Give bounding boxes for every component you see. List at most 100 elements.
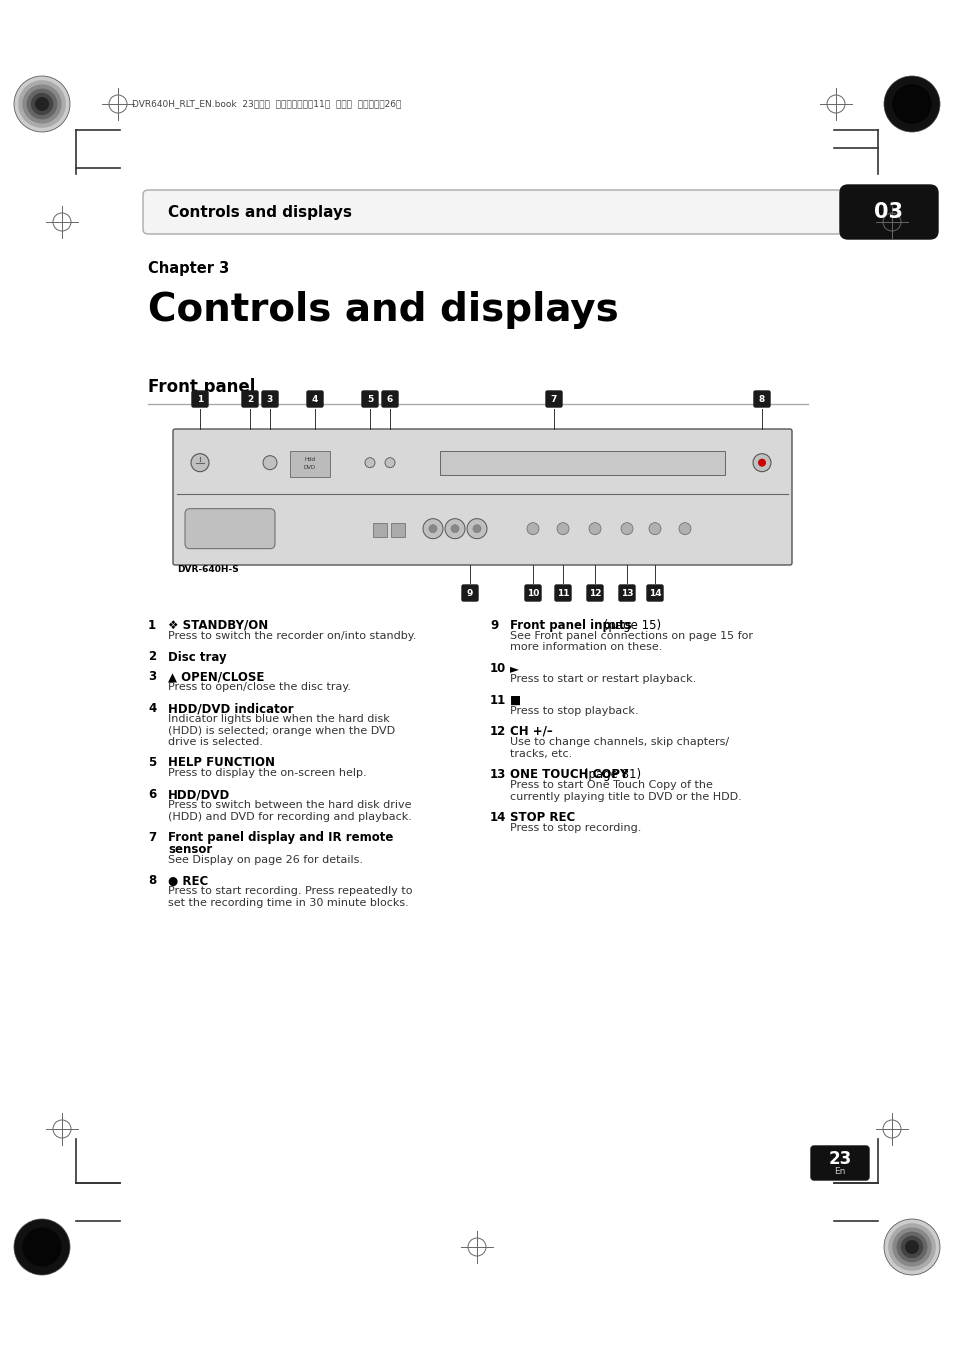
Circle shape (758, 459, 765, 466)
FancyBboxPatch shape (524, 585, 540, 601)
Circle shape (385, 458, 395, 467)
Circle shape (35, 97, 49, 111)
Circle shape (904, 1240, 918, 1254)
Text: ❖ STANDBY/ON: ❖ STANDBY/ON (168, 619, 268, 632)
Text: sensor: sensor (168, 843, 212, 857)
Text: 13: 13 (620, 589, 633, 597)
Circle shape (887, 1223, 935, 1271)
Circle shape (263, 455, 276, 470)
Text: 03: 03 (874, 203, 902, 222)
Text: more information on these.: more information on these. (510, 643, 661, 653)
Circle shape (679, 523, 690, 535)
Text: HELP FUNCTION: HELP FUNCTION (168, 757, 274, 770)
Text: (HDD) and DVD for recording and playback.: (HDD) and DVD for recording and playback… (168, 812, 412, 821)
Text: (HDD) is selected; orange when the DVD: (HDD) is selected; orange when the DVD (168, 725, 395, 735)
Text: 7: 7 (550, 394, 557, 404)
Bar (373, 523, 387, 536)
Text: 23: 23 (827, 1150, 851, 1167)
FancyBboxPatch shape (646, 585, 662, 601)
Text: Press to stop recording.: Press to stop recording. (510, 823, 640, 834)
Circle shape (18, 80, 66, 128)
Text: 5: 5 (148, 757, 156, 770)
Circle shape (14, 76, 70, 132)
FancyBboxPatch shape (307, 390, 323, 407)
Text: Indicator lights blue when the hard disk: Indicator lights blue when the hard disk (168, 713, 390, 724)
Text: 12: 12 (490, 725, 506, 738)
Text: 5: 5 (367, 394, 373, 404)
Text: See Front panel connections on page 15 for: See Front panel connections on page 15 f… (510, 631, 752, 640)
FancyBboxPatch shape (262, 390, 277, 407)
Text: 2: 2 (247, 394, 253, 404)
Text: Front panel inputs: Front panel inputs (510, 619, 631, 632)
Text: CH +/–: CH +/– (510, 725, 552, 738)
Circle shape (883, 1219, 939, 1275)
Text: set the recording time in 30 minute blocks.: set the recording time in 30 minute bloc… (168, 898, 408, 908)
Text: 3: 3 (267, 394, 273, 404)
Text: 8: 8 (758, 394, 764, 404)
Text: Disc tray: Disc tray (168, 650, 227, 663)
Text: 2: 2 (148, 650, 156, 663)
Circle shape (588, 523, 600, 535)
Text: (page 15): (page 15) (599, 619, 660, 632)
Circle shape (22, 1228, 62, 1267)
Text: Press to start One Touch Copy of the: Press to start One Touch Copy of the (510, 780, 712, 790)
Text: 6: 6 (148, 788, 156, 801)
Text: currently playing title to DVD or the HDD.: currently playing title to DVD or the HD… (510, 792, 741, 801)
Text: STOP REC: STOP REC (510, 811, 575, 824)
FancyBboxPatch shape (242, 390, 257, 407)
FancyBboxPatch shape (361, 390, 377, 407)
Text: Chapter 3: Chapter 3 (148, 261, 229, 276)
Circle shape (429, 524, 436, 532)
Bar (439, 451, 724, 474)
Text: 11: 11 (490, 693, 506, 707)
Text: 9: 9 (490, 619, 497, 632)
Text: Front panel display and IR remote: Front panel display and IR remote (168, 831, 393, 844)
Text: Press to display the on-screen help.: Press to display the on-screen help. (168, 769, 366, 778)
Circle shape (22, 84, 62, 123)
Text: Hdd: Hdd (304, 457, 315, 462)
FancyBboxPatch shape (143, 190, 852, 234)
Circle shape (365, 458, 375, 467)
Text: Controls and displays: Controls and displays (148, 290, 618, 330)
Text: Press to start or restart playback.: Press to start or restart playback. (510, 674, 696, 684)
Circle shape (891, 84, 931, 123)
Text: 14: 14 (648, 589, 660, 597)
Circle shape (467, 519, 486, 539)
Text: 12: 12 (588, 589, 600, 597)
FancyBboxPatch shape (810, 1146, 868, 1179)
Text: Press to switch the recorder on/into standby.: Press to switch the recorder on/into sta… (168, 631, 416, 640)
Text: drive is selected.: drive is selected. (168, 738, 263, 747)
Text: ►: ► (510, 662, 518, 676)
Text: Press to stop playback.: Press to stop playback. (510, 705, 638, 716)
Text: 9: 9 (466, 589, 473, 597)
FancyBboxPatch shape (545, 390, 561, 407)
Text: Use to change channels, skip chapters/: Use to change channels, skip chapters/ (510, 738, 728, 747)
Text: 11: 11 (557, 589, 569, 597)
Text: 13: 13 (490, 767, 506, 781)
FancyBboxPatch shape (172, 430, 791, 565)
Circle shape (526, 523, 538, 535)
Circle shape (444, 519, 464, 539)
Circle shape (27, 89, 57, 119)
FancyBboxPatch shape (586, 585, 602, 601)
FancyBboxPatch shape (192, 390, 208, 407)
Circle shape (883, 76, 939, 132)
Circle shape (422, 519, 442, 539)
Text: Press to open/close the disc tray.: Press to open/close the disc tray. (168, 682, 351, 693)
FancyBboxPatch shape (555, 585, 571, 601)
Text: ■: ■ (510, 693, 520, 707)
Circle shape (30, 93, 53, 115)
Text: 10: 10 (526, 589, 538, 597)
Text: ONE TOUCH COPY: ONE TOUCH COPY (510, 767, 628, 781)
FancyBboxPatch shape (840, 185, 937, 239)
Circle shape (191, 454, 209, 471)
Circle shape (752, 454, 770, 471)
FancyBboxPatch shape (753, 390, 769, 407)
Circle shape (473, 524, 480, 532)
Circle shape (900, 1236, 923, 1258)
Text: En: En (834, 1167, 844, 1175)
FancyBboxPatch shape (381, 390, 397, 407)
Text: (page 81): (page 81) (579, 767, 640, 781)
Text: DVD: DVD (304, 465, 315, 470)
Circle shape (891, 1228, 931, 1267)
